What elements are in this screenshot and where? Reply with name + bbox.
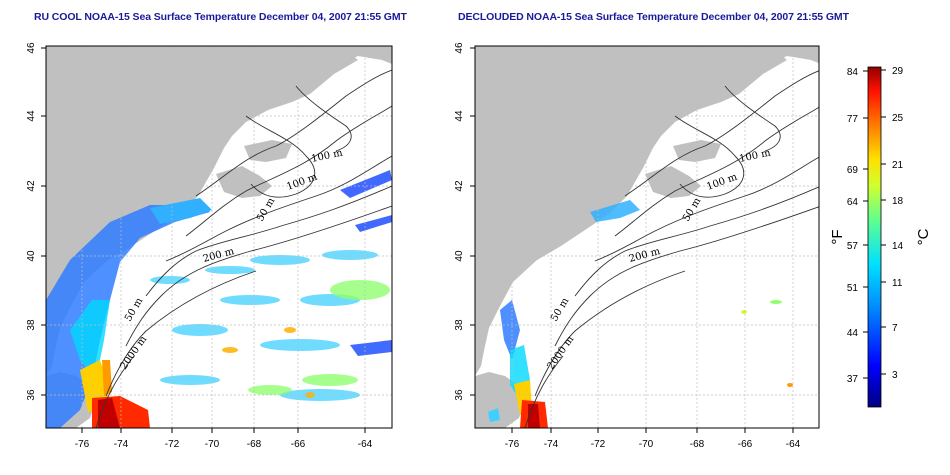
fahrenheit-tick: 84 [847,67,859,78]
right-sst-field [488,200,793,428]
x-tick-label: -76 [505,439,520,450]
left-map-panel: 100 m 100 m 50 m 200 m 50 m 2000 m -76 -… [26,42,393,450]
y-tick-label: 38 [26,319,37,331]
celsius-tick: 11 [892,278,903,289]
left-grid [46,46,392,428]
y-tick-label: 44 [454,110,465,122]
celsius-tick: 14 [892,241,904,252]
fahrenheit-tick: 57 [847,241,859,252]
right-x-tick-labels: -76 -74 -72 -70 -68 -66 -64 [505,439,801,450]
fahrenheit-unit-label: °F [829,229,846,244]
celsius-tick: 18 [892,196,904,207]
x-tick-label: -68 [690,439,705,450]
colorbar-gradient [867,66,882,408]
y-tick-label: 36 [26,389,37,401]
x-tick-label: -64 [786,439,801,450]
fahrenheit-tick-labels: 84 77 69 64 57 51 44 37 [847,67,859,385]
celsius-tick-labels: 29 25 21 18 14 11 7 3 [892,66,904,381]
fahrenheit-tick: 51 [847,283,859,294]
x-tick-label: -70 [205,439,220,450]
celsius-unit-label: °C [915,228,932,245]
x-tick-label: -64 [358,439,373,450]
colorbar-ticks [863,69,886,379]
x-tick-label: -76 [75,439,90,450]
y-tick-label: 42 [454,180,465,192]
x-tick-label: -72 [165,439,180,450]
x-tick-label: -66 [738,439,753,450]
colorbar: 84 77 69 64 57 51 44 37 29 25 21 18 14 1… [829,66,932,408]
y-tick-label: 44 [26,110,37,122]
fahrenheit-tick: 44 [847,328,859,339]
right-map-title: DECLOUDED NOAA-15 Sea Surface Temperatur… [458,11,849,23]
right-y-tick-labels: 36 38 40 42 44 46 [454,42,465,401]
left-y-tick-labels: 36 38 40 42 44 46 [26,42,37,401]
x-tick-label: -68 [247,439,262,450]
x-tick-label: -70 [639,439,654,450]
y-tick-label: 46 [26,42,37,54]
celsius-tick: 21 [892,160,904,171]
left-map-title: RU COOL NOAA-15 Sea Surface Temperature … [34,11,407,23]
fahrenheit-tick: 64 [847,197,859,208]
right-tick-marks [470,47,794,433]
y-tick-label: 40 [454,250,465,262]
y-tick-label: 36 [454,389,465,401]
right-grid [475,46,819,428]
fahrenheit-tick: 77 [847,114,859,125]
x-tick-label: -66 [291,439,306,450]
left-x-tick-labels: -76 -74 -72 -70 -68 -66 -64 [75,439,373,450]
left-sst-field [46,170,392,428]
right-map-panel: 100 m 100 m 50 m 200 m 50 m 2000 m -76 -… [454,42,820,450]
x-tick-label: -74 [544,439,559,450]
x-tick-label: -72 [591,439,606,450]
celsius-tick: 7 [892,323,898,334]
fahrenheit-tick: 37 [847,374,859,385]
y-tick-label: 38 [454,319,465,331]
y-tick-label: 46 [454,42,465,54]
celsius-tick: 25 [892,113,904,124]
x-tick-label: -74 [114,439,129,450]
celsius-tick: 29 [892,66,904,77]
celsius-tick: 3 [892,370,898,381]
right-map-frame [474,45,820,429]
fahrenheit-tick: 69 [847,165,859,176]
left-tick-marks [41,47,366,433]
y-tick-label: 42 [26,180,37,192]
left-map-frame [45,45,393,429]
y-tick-label: 40 [26,250,37,262]
